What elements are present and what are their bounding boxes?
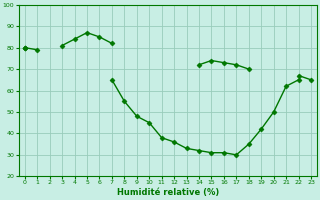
X-axis label: Humidité relative (%): Humidité relative (%)	[117, 188, 219, 197]
